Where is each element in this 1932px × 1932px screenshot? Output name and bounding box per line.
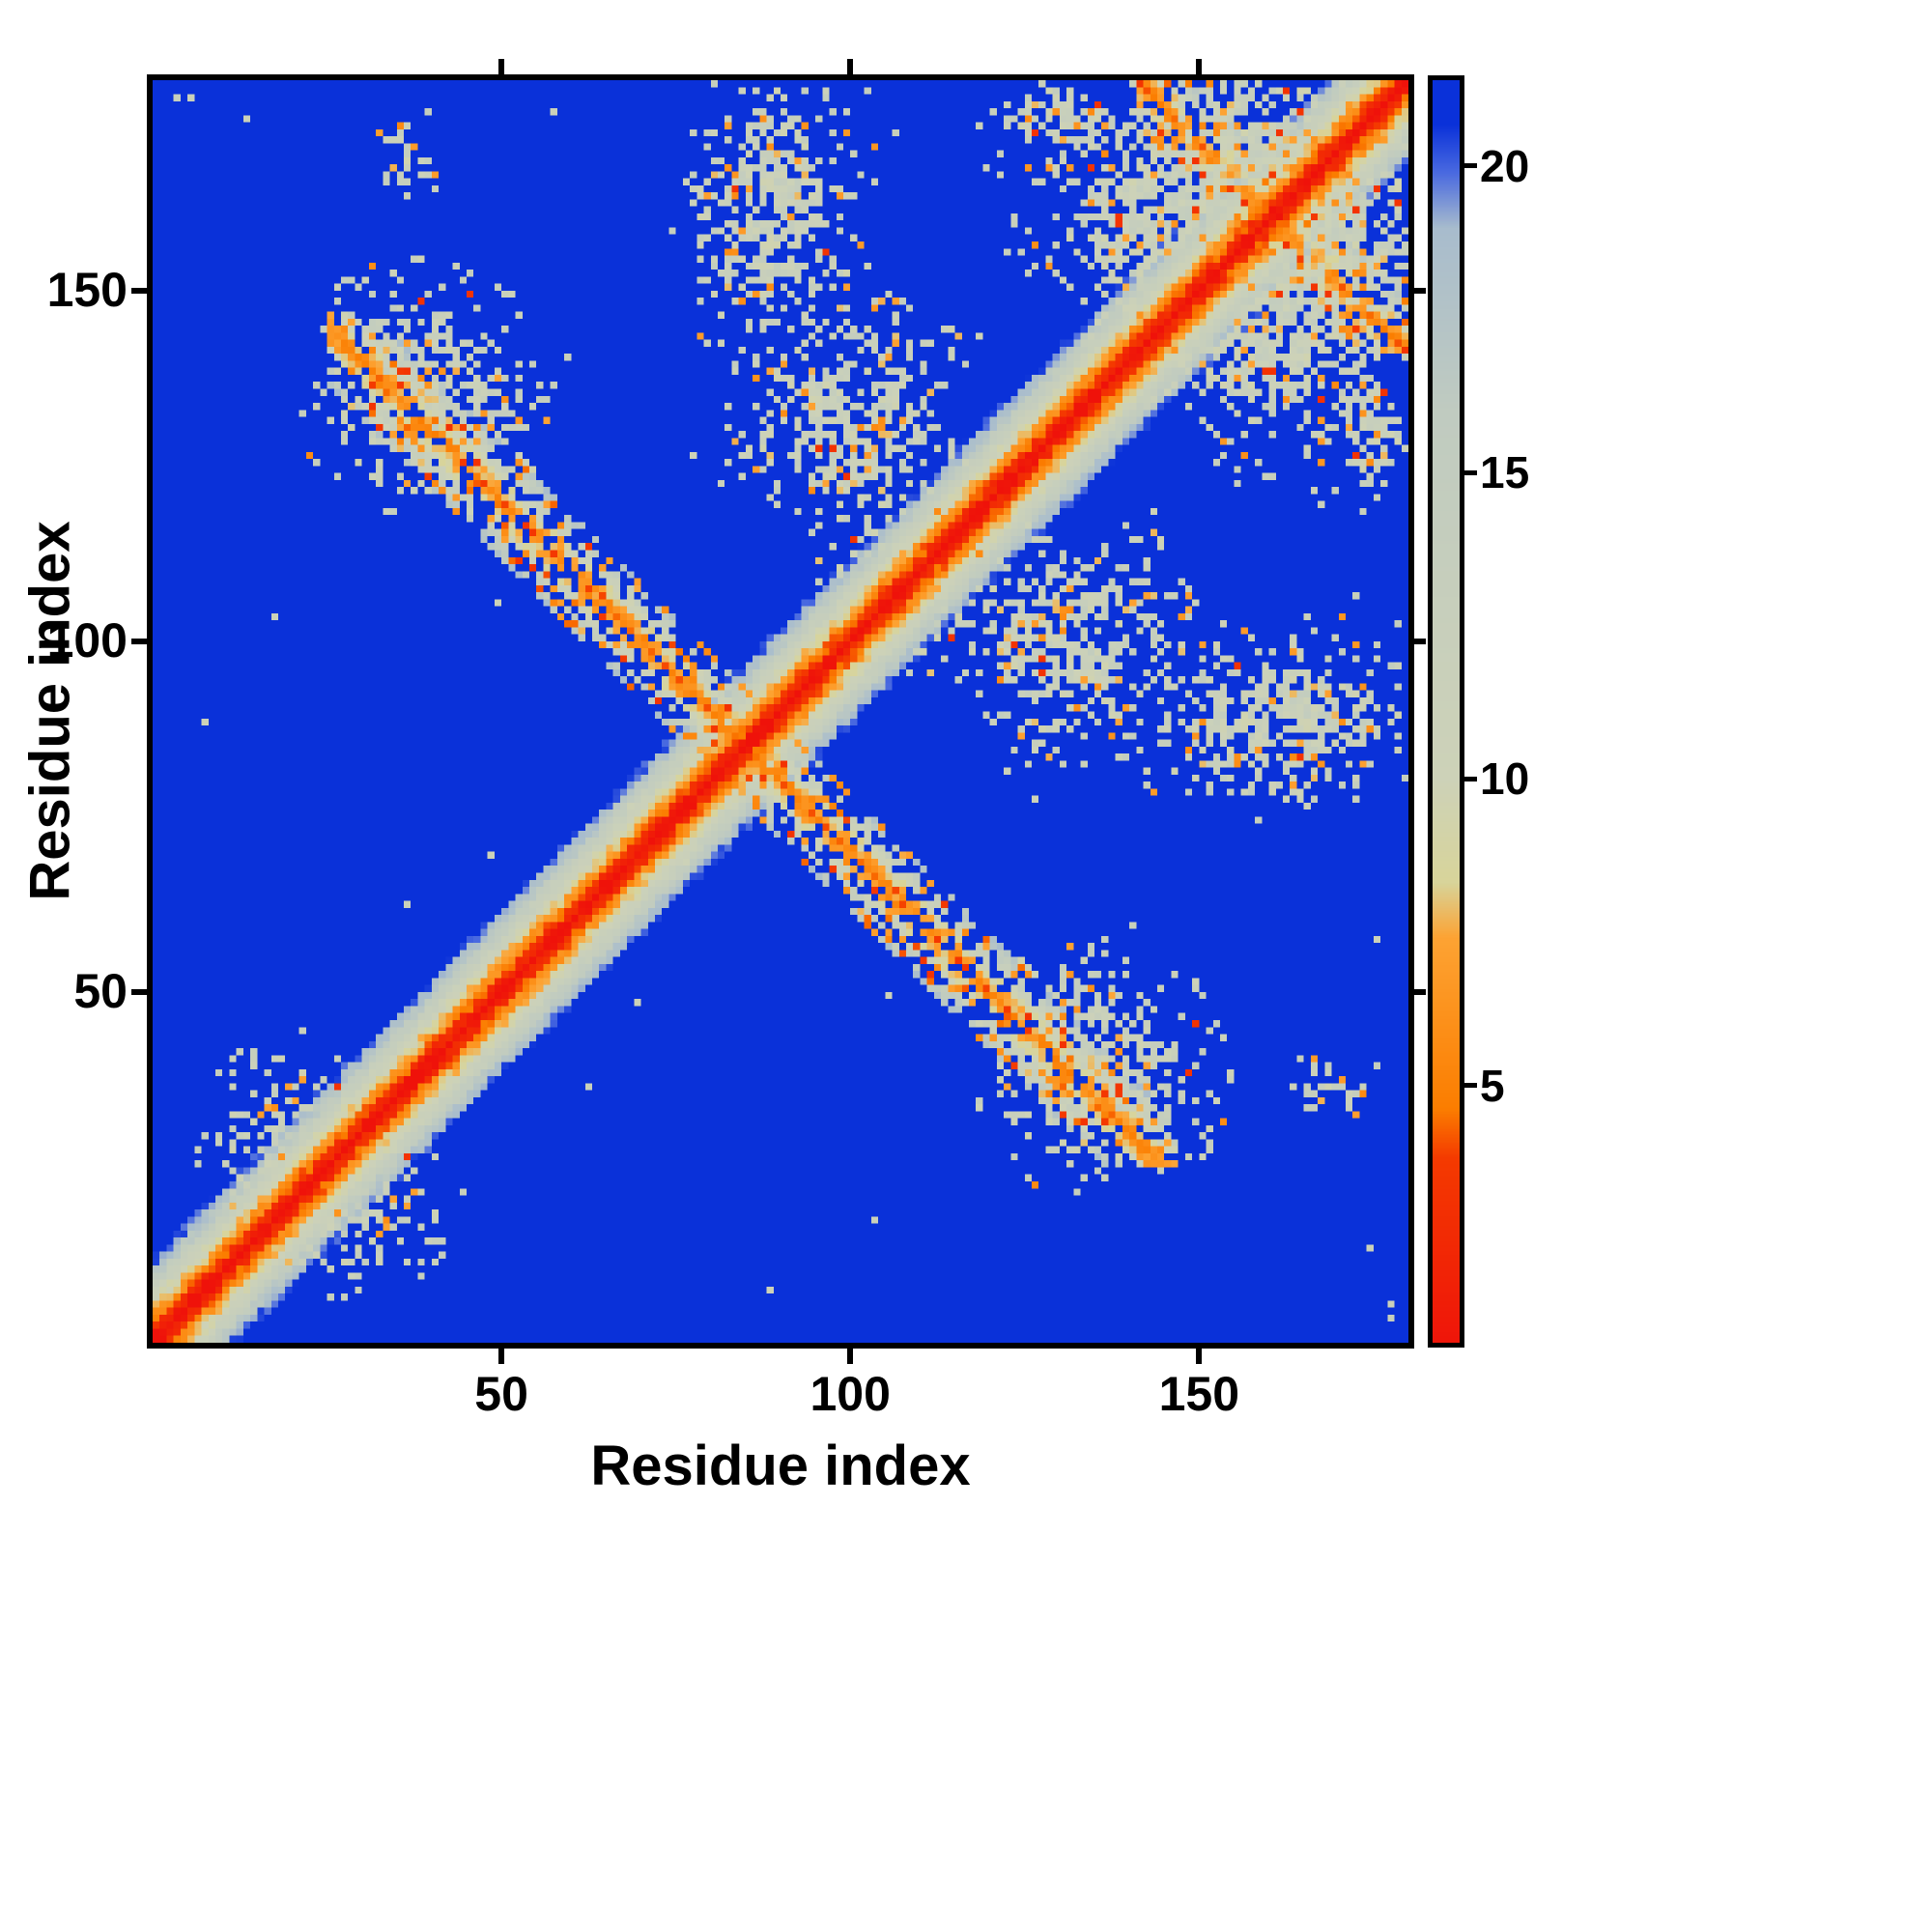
x-tick-label: 100	[810, 1367, 891, 1421]
y-tick-mark-right	[1414, 287, 1426, 294]
x-axis-title: Residue index	[590, 1435, 971, 1497]
x-tick-mark-top	[847, 59, 854, 74]
y-tick-label: 150	[46, 262, 128, 317]
x-tick-mark-bottom	[847, 1349, 854, 1364]
colorbar-tick-label: 20	[1480, 140, 1530, 191]
colorbar	[1428, 75, 1464, 1348]
colorbar-tick-mark	[1464, 1083, 1477, 1089]
y-tick-label: 50	[73, 963, 128, 1018]
heatmap-canvas	[153, 80, 1408, 1343]
colorbar-tick-label: 10	[1480, 753, 1530, 805]
x-tick-mark-bottom	[498, 1349, 505, 1364]
colorbar-tick-label: 15	[1480, 447, 1530, 498]
y-tick-mark-left	[131, 638, 147, 644]
y-tick-mark-left	[131, 287, 147, 294]
y-tick-mark-left	[131, 988, 147, 995]
y-axis-title: Residue index	[18, 521, 82, 901]
x-tick-label: 50	[474, 1367, 528, 1421]
y-tick-mark-right	[1414, 638, 1426, 644]
x-tick-label: 150	[1158, 1367, 1240, 1421]
x-tick-mark-top	[1196, 59, 1203, 74]
heatmap-plot-area	[147, 74, 1414, 1349]
colorbar-gradient	[1433, 80, 1460, 1343]
y-tick-label: 100	[46, 612, 128, 668]
x-tick-mark-top	[498, 59, 505, 74]
y-tick-mark-right	[1414, 988, 1426, 995]
x-tick-mark-bottom	[1196, 1349, 1203, 1364]
colorbar-tick-label: 5	[1480, 1060, 1505, 1111]
colorbar-tick-mark	[1464, 469, 1477, 475]
colorbar-tick-mark	[1464, 776, 1477, 781]
colorbar-tick-mark	[1464, 163, 1477, 169]
